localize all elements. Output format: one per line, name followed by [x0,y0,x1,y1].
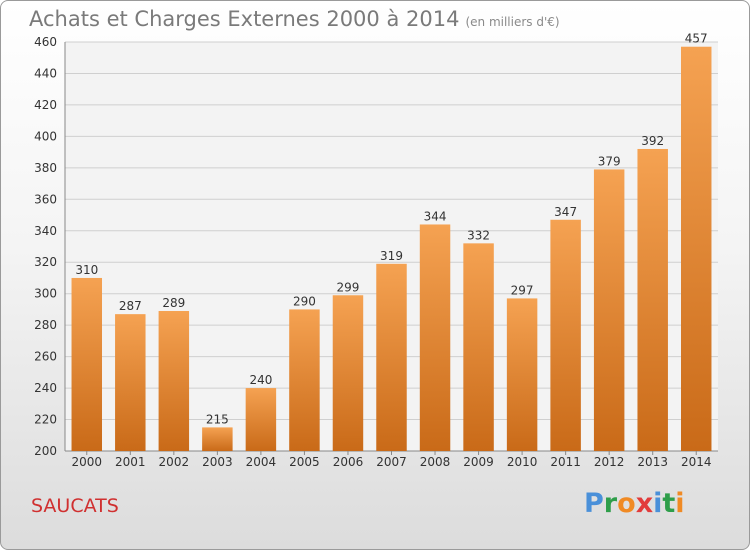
logo-letter: o [617,488,636,519]
x-tick-label: 2012 [594,455,625,469]
x-tick-label: 2003 [202,455,233,469]
data-label: 290 [293,294,316,308]
x-tick-label: 2014 [681,455,712,469]
logo-letter: t [662,488,676,519]
x-tick-label: 2009 [463,455,494,469]
bar-2014 [680,46,712,451]
data-label: 319 [380,249,403,263]
x-tick-label: 2002 [159,455,190,469]
bar-2001 [115,314,146,451]
x-tick-label: 2011 [550,455,581,469]
y-tick-label: 360 [34,192,57,206]
data-label: 287 [119,299,142,313]
x-tick-label: 2000 [71,455,102,469]
bar-2003 [202,427,233,451]
data-label: 215 [206,412,229,426]
y-tick-label: 260 [34,350,57,364]
chart-title-text: Achats et Charges Externes 2000 à 2014 [29,7,460,31]
data-label: 297 [511,283,534,297]
logo-letter: i [675,488,685,519]
data-label: 310 [75,263,98,277]
data-label: 392 [641,134,664,148]
bar-2009 [463,243,494,451]
x-tick-label: 2008 [420,455,451,469]
logo-letter: P [584,488,604,519]
x-tick-label: 2005 [289,455,320,469]
y-tick-label: 220 [34,413,57,427]
y-tick-label: 200 [34,444,57,458]
bar-2012 [593,169,625,451]
proxiti-logo: Proxiti [584,488,685,519]
x-tick-label: 2013 [637,455,668,469]
y-tick-label: 420 [34,98,57,112]
chart-title: Achats et Charges Externes 2000 à 2014 (e… [29,7,560,31]
data-label: 457 [685,32,708,46]
commune-name: SAUCATS [31,495,119,517]
bar-2002 [158,310,190,451]
y-tick-label: 440 [34,66,57,80]
data-label: 289 [162,296,185,310]
data-label: 347 [554,205,577,219]
bar-2004 [245,388,277,451]
x-tick-label: 2010 [507,455,538,469]
bar-2000 [71,277,103,451]
logo-letter: r [603,488,618,519]
y-tick-label: 240 [34,381,57,395]
y-tick-label: 340 [34,224,57,238]
bar-2007 [376,263,407,451]
bar-2013 [637,148,668,451]
data-label: 379 [598,154,621,168]
y-tick-label: 400 [34,129,57,143]
bar-2005 [289,309,320,451]
data-label: 299 [337,280,360,294]
y-tick-label: 280 [34,318,57,332]
x-tick-label: 2006 [333,455,364,469]
x-tick-label: 2001 [115,455,146,469]
data-label: 240 [249,373,272,387]
y-tick-label: 380 [34,161,57,175]
logo-letter: i [653,488,663,519]
x-tick-label: 2004 [246,455,277,469]
bar-2011 [550,219,581,451]
data-label: 332 [467,228,490,242]
y-tick-label: 320 [34,255,57,269]
data-label: 344 [424,209,447,223]
logo-letter: x [635,488,654,519]
bar-2008 [419,224,451,451]
bar-2010 [506,298,538,451]
y-tick-label: 460 [34,35,57,49]
x-tick-label: 2007 [376,455,407,469]
chart-subtitle: (en milliers d'€) [465,15,560,29]
y-tick-label: 300 [34,287,57,301]
bar-2006 [332,295,364,451]
